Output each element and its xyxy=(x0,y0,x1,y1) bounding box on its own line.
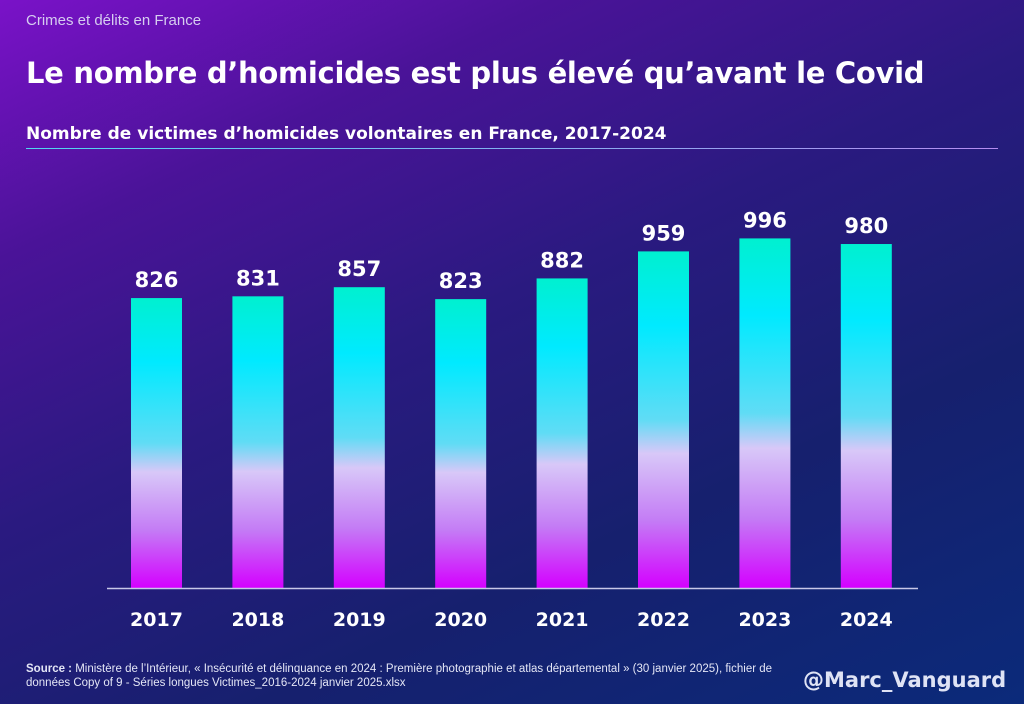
data-label: 826 xyxy=(135,268,179,292)
source-label: Source : xyxy=(26,663,73,675)
data-label: 959 xyxy=(642,221,686,245)
bar-2024 xyxy=(840,244,892,588)
source-text: Ministère de l’Intérieur, « Insécurité e… xyxy=(26,663,773,689)
source-note: Source : Ministère de l’Intérieur, « Ins… xyxy=(26,662,786,690)
author-handle: @Marc_Vanguard xyxy=(803,668,1007,692)
data-label: 996 xyxy=(743,208,787,232)
x-tick-label: 2022 xyxy=(637,609,690,631)
bar-2018 xyxy=(232,296,284,588)
bar-2019 xyxy=(333,287,385,588)
kicker: Crimes et délits en France xyxy=(26,12,202,29)
x-tick-label: 2018 xyxy=(231,609,284,631)
x-tick-label: 2020 xyxy=(434,609,487,631)
bar-2021 xyxy=(536,278,588,588)
title-underline xyxy=(26,148,998,149)
chart-title: Nombre de victimes d’homicides volontair… xyxy=(26,124,667,144)
x-tick-label: 2017 xyxy=(130,609,183,631)
bar-2020 xyxy=(435,299,487,588)
data-label: 980 xyxy=(844,214,888,238)
data-label: 831 xyxy=(236,266,280,290)
page-title: Le nombre d’homicides est plus élevé qu’… xyxy=(26,56,925,90)
x-tick-label: 2024 xyxy=(840,609,893,631)
bar-2022 xyxy=(638,251,689,589)
data-label: 857 xyxy=(337,257,381,281)
x-tick-label: 2019 xyxy=(333,609,386,631)
x-tick-label: 2021 xyxy=(536,609,589,631)
bar-2023 xyxy=(739,238,791,589)
bar-2017 xyxy=(131,298,182,588)
data-label: 823 xyxy=(439,269,483,293)
x-tick-label: 2023 xyxy=(738,609,791,631)
data-label: 882 xyxy=(540,248,584,272)
